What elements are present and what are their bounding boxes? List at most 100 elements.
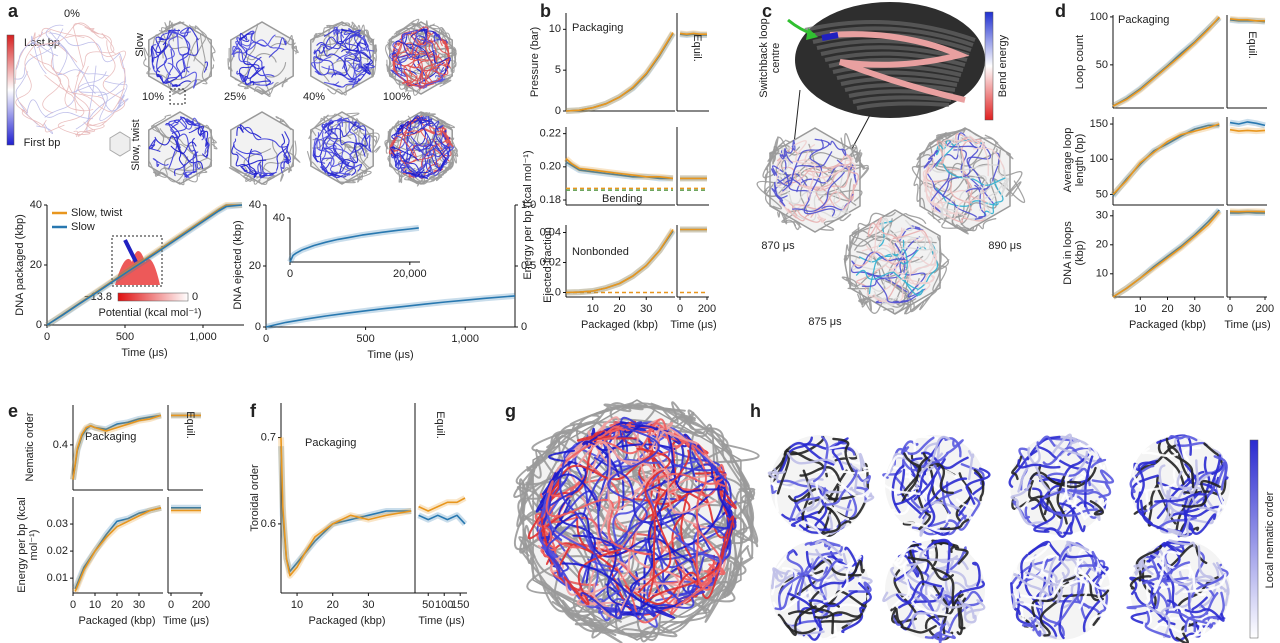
dna-strand bbox=[984, 134, 1003, 197]
axis-label: Nematic order bbox=[24, 412, 36, 482]
dna-strand bbox=[913, 164, 926, 210]
dna-strand bbox=[397, 24, 420, 36]
label-box: Toroidal order bbox=[249, 464, 261, 531]
dna-strand bbox=[804, 521, 837, 538]
dna-strand bbox=[151, 44, 157, 73]
axis-label: Energy per bp (kcal mol⁻¹) bbox=[16, 497, 40, 593]
dna-strand bbox=[846, 555, 862, 567]
dna-strand bbox=[327, 82, 361, 96]
dna-strand bbox=[545, 480, 652, 556]
x-tick-label: 0 bbox=[70, 599, 76, 611]
series-line bbox=[565, 32, 674, 112]
dna-strand bbox=[353, 46, 375, 72]
dna-strand bbox=[821, 32, 839, 41]
dna-strand bbox=[973, 469, 985, 502]
dna-strand bbox=[853, 471, 875, 503]
dna-strand bbox=[242, 126, 289, 148]
dna-strand bbox=[931, 539, 959, 553]
dna-strand bbox=[322, 140, 349, 177]
dna-strand bbox=[931, 567, 956, 610]
dna-strand bbox=[168, 28, 176, 39]
dna-strand bbox=[923, 183, 956, 206]
dna-strand bbox=[387, 158, 416, 178]
dna-strand bbox=[788, 487, 837, 503]
dna-strand bbox=[1141, 447, 1179, 458]
dna-strand bbox=[1141, 559, 1157, 611]
dna-strand bbox=[1158, 464, 1186, 503]
dna-strand bbox=[437, 40, 451, 67]
y-tick-label: 20 bbox=[249, 260, 261, 272]
dna-strand bbox=[175, 35, 190, 80]
dna-strand bbox=[1031, 554, 1061, 599]
dna-strand bbox=[389, 72, 408, 89]
dna-strand bbox=[675, 524, 722, 608]
x-axis-label: Time (μs) bbox=[121, 347, 167, 359]
dna-strand bbox=[1092, 613, 1100, 627]
chart-title: Packaging bbox=[1118, 14, 1169, 26]
dna-strand bbox=[777, 570, 808, 611]
dna-strand bbox=[247, 148, 258, 179]
y-tick-label: 150 bbox=[1090, 118, 1108, 130]
dna-strand bbox=[321, 123, 341, 140]
dna-strand bbox=[152, 158, 169, 167]
dna-strand bbox=[563, 548, 622, 606]
axis-label: Loop count bbox=[1074, 34, 1086, 90]
series-line bbox=[1229, 121, 1266, 127]
dna-strand bbox=[642, 515, 735, 605]
dna-strand bbox=[328, 128, 355, 167]
series-band bbox=[287, 224, 420, 264]
dna-strand bbox=[1016, 503, 1049, 526]
dna-strand bbox=[940, 201, 953, 220]
dna-strand bbox=[1036, 435, 1056, 447]
dna-strand bbox=[1084, 455, 1094, 508]
panel-letter: e bbox=[8, 401, 18, 421]
dna-strand bbox=[706, 538, 754, 577]
dna-strand bbox=[866, 213, 927, 238]
series-line bbox=[280, 437, 412, 577]
dna-strand bbox=[392, 60, 429, 83]
dna-strand bbox=[150, 42, 167, 63]
panel-letter: b bbox=[540, 1, 551, 21]
dna-strand bbox=[29, 53, 77, 113]
dna-strand bbox=[559, 458, 620, 594]
dna-strand bbox=[773, 139, 792, 152]
series-band bbox=[1110, 121, 1221, 197]
dna-strand bbox=[179, 27, 191, 56]
dna-strand bbox=[392, 144, 413, 159]
series-band bbox=[565, 31, 676, 114]
x-tick-label: 0 bbox=[1227, 303, 1233, 315]
y-tick-label: 0.03 bbox=[47, 518, 68, 530]
dna-strand bbox=[239, 39, 285, 50]
chart-title: Equil. bbox=[1246, 31, 1258, 59]
dna-strand bbox=[280, 143, 291, 173]
dna-strand bbox=[235, 151, 273, 177]
dna-strand bbox=[111, 56, 126, 113]
dna-strand bbox=[786, 451, 836, 465]
colorbar bbox=[6, 34, 15, 146]
dna-strand bbox=[972, 561, 981, 587]
x-tick-label: 20 bbox=[111, 599, 123, 611]
dna-strand bbox=[846, 271, 878, 287]
dna-strand bbox=[1089, 593, 1110, 629]
dna-strand bbox=[540, 405, 618, 462]
dna-strand bbox=[900, 440, 919, 455]
dna-strand bbox=[275, 116, 285, 123]
label-box: Energy per bp (kcal mol⁻¹) bbox=[522, 150, 534, 279]
dna-strand bbox=[942, 154, 987, 203]
dna-strand bbox=[397, 153, 424, 179]
dna-strand bbox=[38, 27, 85, 38]
dna-strand bbox=[19, 102, 47, 128]
dna-strand bbox=[390, 146, 419, 161]
dna-strand bbox=[883, 266, 909, 315]
dna-strand bbox=[636, 472, 727, 500]
dna-strand bbox=[535, 471, 599, 513]
dna-strand bbox=[906, 573, 953, 600]
series-band bbox=[278, 446, 412, 575]
x-axis-label: Time (μs) bbox=[418, 615, 464, 627]
x-axis-label: Time (μs) bbox=[367, 349, 413, 361]
dna-strand bbox=[83, 121, 105, 133]
dna-strand bbox=[893, 436, 935, 466]
dna-strand bbox=[922, 452, 954, 495]
dna-strand bbox=[314, 34, 357, 54]
dna-strand bbox=[930, 134, 956, 147]
